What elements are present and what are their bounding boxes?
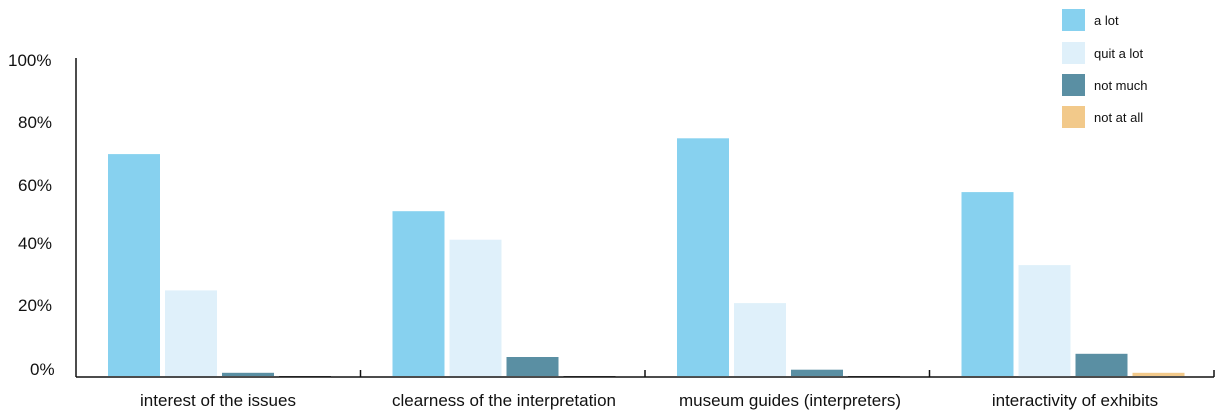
bar-quit-a-lot-1 xyxy=(449,239,502,376)
legend-swatch-quit-a-lot xyxy=(1062,42,1085,64)
category-label-clearness-of-the-interpretation: clearness of the interpretation xyxy=(392,391,616,410)
legend-label-not-much: not much xyxy=(1094,78,1147,93)
legend-label-quit-a-lot: quit a lot xyxy=(1094,46,1144,61)
y-axis-ticks: 100% 80% 60% 40% 20% 0% xyxy=(8,51,55,379)
bar-a-lot-1 xyxy=(392,211,445,376)
y-tick-label-0: 0% xyxy=(30,360,55,379)
bar-not-at-all-2 xyxy=(848,376,900,378)
bar-not-much-2 xyxy=(791,369,843,376)
bar-not-at-all-3 xyxy=(1132,372,1185,376)
bar-a-lot-2 xyxy=(677,138,729,377)
bar-quit-a-lot-3 xyxy=(1018,265,1071,377)
bar-not-much-3 xyxy=(1075,353,1128,376)
y-tick-label-100: 100% xyxy=(8,51,51,70)
y-tick-label-80: 80% xyxy=(18,113,52,132)
category-labels: interest of the issues clearness of the … xyxy=(140,391,1158,410)
bars-group xyxy=(108,138,1215,378)
y-tick-label-20: 20% xyxy=(18,296,52,315)
y-tick-label-60: 60% xyxy=(18,176,52,195)
legend-swatch-not-at-all xyxy=(1062,106,1085,128)
category-label-interactivity-of-exhibits: interactivity of exhibits xyxy=(992,391,1158,410)
bar-quit-a-lot-0 xyxy=(165,290,217,376)
category-label-interest-of-the-issues: interest of the issues xyxy=(140,391,296,410)
bar-not-much-0 xyxy=(222,372,274,376)
y-tick-label-40: 40% xyxy=(18,234,52,253)
legend: a lot quit a lot not much not at all xyxy=(1062,9,1147,128)
bar-not-much-1 xyxy=(506,357,559,376)
bar-quit-a-lot-2 xyxy=(734,303,786,376)
bar-a-lot-3 xyxy=(961,192,1014,376)
legend-label-not-at-all: not at all xyxy=(1094,110,1143,125)
bar-not-at-all-1 xyxy=(563,376,616,378)
legend-swatch-not-much xyxy=(1062,74,1085,96)
category-label-museum-guides: museum guides (interpreters) xyxy=(679,391,901,410)
legend-swatch-a-lot xyxy=(1062,9,1085,31)
legend-label-a-lot: a lot xyxy=(1094,13,1119,28)
bar-not-at-all-0 xyxy=(279,376,331,378)
bar-a-lot-0 xyxy=(108,154,160,376)
